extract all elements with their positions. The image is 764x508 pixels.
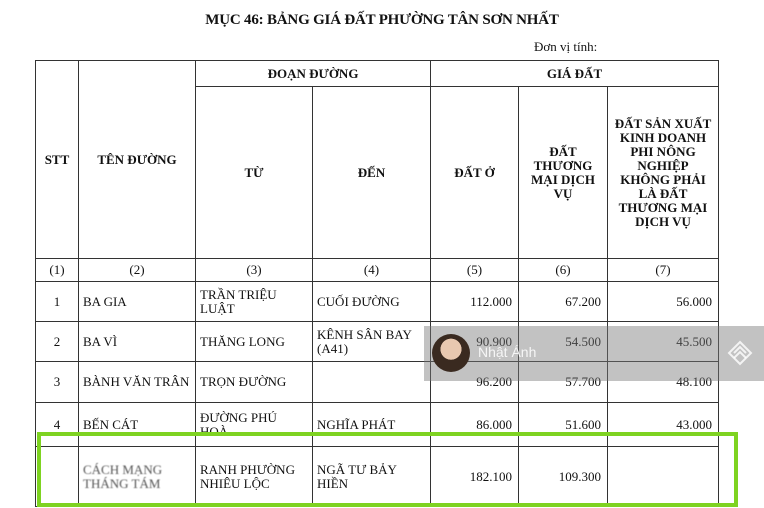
cell-stt: 2 [35,321,79,362]
col-number: (6) [518,258,608,282]
cell-stt: 4 [35,402,79,447]
cell-dat-sxkd: 48.100 [607,361,719,403]
col-number: (4) [312,258,431,282]
land-price-table: STT TÊN ĐƯỜNG ĐOẠN ĐƯỜNG GIÁ ĐẤT TỪ ĐẾN … [35,60,719,507]
cell-stt: 3 [35,361,79,403]
header-dat-tmdv: ĐẤT THƯƠNG MẠI DỊCH VỤ [518,86,608,259]
cell-dat-tmdv: 67.200 [518,281,608,322]
cell-from: TRỌN ĐƯỜNG [195,361,313,403]
cell-name: BA GIA [78,281,196,322]
cell-stt [35,446,79,507]
header-doan-duong: ĐOẠN ĐƯỜNG [195,60,431,87]
cell-from: TRẦN TRIỆU LUẬT [195,281,313,322]
watermark-name: Nhật Ánh [478,344,537,360]
col-number: (3) [195,258,313,282]
cell-dat-o: 182.100 [430,446,519,507]
header-ten-duong: TÊN ĐƯỜNG [78,60,196,259]
cell-dat-o: 86.000 [430,402,519,447]
cell-name: BẾN CÁT [78,402,196,447]
cell-to: NGÃ TƯ BẢY HIỀN [312,446,431,507]
brand-logo-icon [727,340,753,366]
cell-to: NGHĨA PHÁT [312,402,431,447]
watermark-avatar [432,334,470,372]
header-stt: STT [35,60,79,259]
cell-name: CÁCH MẠNG THÁNG TÁM [78,446,196,507]
header-tu: TỪ [195,86,313,259]
header-dat-sxkd: ĐẤT SẢN XUẤT KINH DOANH PHI NÔNG NGHIỆP … [607,86,719,259]
cell-name: BA VÌ [78,321,196,362]
cell-from: THĂNG LONG [195,321,313,362]
cell-from: RANH PHƯỜNG NHIÊU LỘC [195,446,313,507]
cell-stt: 1 [35,281,79,322]
header-dat-o: ĐẤT Ở [430,86,519,259]
cell-to: CUỐI ĐƯỜNG [312,281,431,322]
cell-name: BÀNH VĂN TRÂN [78,361,196,403]
cell-to [312,361,431,403]
col-number: (2) [78,258,196,282]
col-number: (5) [430,258,519,282]
col-number: (1) [35,258,79,282]
table-row: 2 BA VÌ THĂNG LONG KÊNH SÂN BAY (A41) 90… [35,321,719,362]
cell-dat-sxkd: 56.000 [607,281,719,322]
watermark-banner [424,326,764,381]
table-row-highlighted: CÁCH MẠNG THÁNG TÁM RANH PHƯỜNG NHIÊU LỘ… [35,446,719,507]
header-gia-dat: GIÁ ĐẤT [430,60,719,87]
header-den: ĐẾN [312,86,431,259]
cell-dat-tmdv: 54.500 [518,321,608,362]
unit-label: Đơn vị tính: [534,39,598,54]
col-number: (7) [607,258,719,282]
highlight-box [37,432,738,507]
table-row: 1 BA GIA TRẦN TRIỆU LUẬT CUỐI ĐƯỜNG 112.… [35,281,719,322]
cell-to: KÊNH SÂN BAY (A41) [312,321,431,362]
document-title: MỤC 46: BẢNG GIÁ ĐẤT PHƯỜNG TÂN SƠN NHẤT [205,12,559,28]
cell-dat-o: 112.000 [430,281,519,322]
